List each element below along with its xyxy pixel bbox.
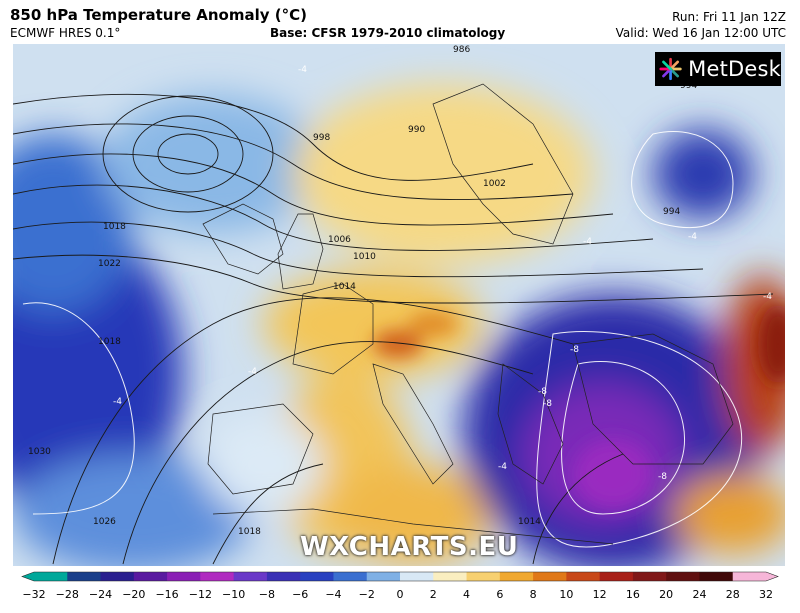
colorbar-tick-label: −8 xyxy=(258,588,276,601)
colorbar-segment xyxy=(266,572,301,581)
colorbar-tick-label: −6 xyxy=(292,588,309,601)
colorbar-segment xyxy=(599,572,634,581)
metdesk-logo: MetDesk xyxy=(655,52,781,86)
valid-time-label: Valid: Wed 16 Jan 12:00 UTC xyxy=(615,26,786,40)
colorbar-segment xyxy=(699,572,734,581)
metdesk-logo-icon xyxy=(659,57,682,81)
colorbar-segment xyxy=(400,572,434,581)
anomaly-label: -8 xyxy=(538,387,547,397)
colorbar-segment xyxy=(67,572,102,581)
colorbar-tick-label: 8 xyxy=(529,588,537,601)
colorbar-tick-label: 12 xyxy=(592,588,607,601)
colorbar-segment xyxy=(100,572,135,581)
isobar-label: 994 xyxy=(680,81,697,91)
colorbar-segment xyxy=(167,572,201,581)
isobar-label: 1014 xyxy=(333,282,356,292)
isobars xyxy=(13,93,774,565)
isobar-label: 1014 xyxy=(518,517,541,527)
colorbar-segment xyxy=(34,572,68,581)
colorbar-segment xyxy=(732,572,767,581)
isobar-label: 990 xyxy=(408,125,425,135)
anomaly-label: -4 xyxy=(583,237,592,247)
colorbar-segment xyxy=(499,572,534,581)
colorbar-tick-label: −4 xyxy=(325,588,342,601)
isobar-label: 1018 xyxy=(98,337,121,347)
colorbar-segment xyxy=(433,572,468,581)
colorbar-tick-label: −28 xyxy=(55,588,79,601)
anomaly-label: -8 xyxy=(570,345,579,355)
colorbar-tick-label: 32 xyxy=(759,588,773,601)
colorbar-segment xyxy=(200,572,235,581)
anomaly-label: -4 xyxy=(248,367,257,377)
colorbar-tick-label: 24 xyxy=(692,588,707,601)
colorbar-tick-label: 0 xyxy=(396,588,404,601)
run-time-label: Run: Fri 11 Jan 12Z xyxy=(672,10,786,24)
anomaly-label: -8 xyxy=(543,399,552,409)
colorbar: −32 −28 −24 −20 −16 −12 −10 −8 −6 −4 −2 0 2 4 6 8 10 12 16… xyxy=(20,570,780,610)
colorbar-tick-label: −12 xyxy=(188,588,212,601)
isobar-label: 1018 xyxy=(103,222,126,232)
wxcharts-watermark: WXCHARTS.EU xyxy=(300,532,519,562)
anomaly-label: -4 xyxy=(113,397,122,407)
coastlines xyxy=(202,83,734,545)
colorbar-segment xyxy=(133,572,168,581)
colorbar-tick-label: −2 xyxy=(358,588,375,601)
anomaly-detail-fields xyxy=(373,304,785,509)
colorbar-tick-label: 6 xyxy=(496,588,504,601)
isobar-label: 986 xyxy=(453,45,470,55)
isobar-label: 994 xyxy=(663,207,680,217)
colorbar-segment xyxy=(300,572,334,581)
anomaly-label: -4 xyxy=(688,232,697,242)
isobar-label: 1030 xyxy=(28,447,51,457)
isobar-label: 1018 xyxy=(238,527,261,537)
anomaly-label: -4 xyxy=(298,65,307,75)
colorbar-segment xyxy=(466,572,501,581)
anomaly-label: -8 xyxy=(658,472,667,482)
anomaly-fields xyxy=(13,84,785,566)
colorbar-outline xyxy=(21,571,779,582)
anomaly-map: 986 994 990 998 1002 994 1006 1010 1014 1018 1022 1… xyxy=(13,44,785,566)
colorbar-tick-label: 2 xyxy=(429,588,437,601)
colorbar-tick-label: −32 xyxy=(22,588,46,601)
isobar-label: 1002 xyxy=(483,179,506,189)
isobar-label: 1010 xyxy=(353,252,376,262)
colorbar-tick-label: 4 xyxy=(463,588,471,601)
colorbar-tick-label: −24 xyxy=(88,588,113,601)
isobar-label: 1006 xyxy=(328,235,351,245)
climatology-base-label: Base: CFSR 1979-2010 climatology xyxy=(270,26,506,40)
colorbar-strip xyxy=(21,571,779,582)
anomaly-label: -4 xyxy=(763,292,772,302)
colorbar-tick-label: −16 xyxy=(155,588,179,601)
colorbar-segment xyxy=(366,572,401,581)
colorbar-segment xyxy=(233,572,268,581)
colorbar-tick-label: 16 xyxy=(625,588,640,601)
colorbar-tick-label: 10 xyxy=(559,588,574,601)
colorbar-high-extension xyxy=(766,572,778,581)
colorbar-tick-label: −20 xyxy=(122,588,146,601)
colorbar-segment xyxy=(566,572,601,581)
isobar-label: 998 xyxy=(313,133,330,143)
colorbar-low-extension xyxy=(22,572,34,581)
chart-title: 850 hPa Temperature Anomaly (°C) xyxy=(10,6,307,24)
colorbar-tick-label: 28 xyxy=(725,588,740,601)
isobar-label: 1022 xyxy=(98,259,121,269)
anomaly-contours xyxy=(22,130,743,548)
metdesk-logo-text: MetDesk xyxy=(688,57,781,81)
colorbar-segment xyxy=(333,572,368,581)
colorbar-tick-label: −10 xyxy=(222,588,246,601)
anomaly-label: -4 xyxy=(498,462,507,472)
colorbar-segment xyxy=(666,572,700,581)
model-label: ECMWF HRES 0.1° xyxy=(10,26,121,40)
colorbar-tick-label: 20 xyxy=(659,588,674,601)
colorbar-segment xyxy=(632,572,667,581)
colorbar-segment xyxy=(533,572,567,581)
isobar-label: 1026 xyxy=(93,517,116,527)
